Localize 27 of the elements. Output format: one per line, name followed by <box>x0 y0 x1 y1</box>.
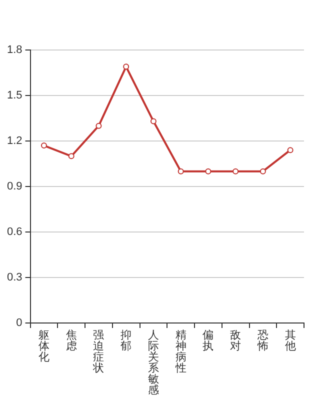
point <box>150 118 156 124</box>
y-tick-label: 0.9 <box>6 180 22 193</box>
y-tick-label: 1.8 <box>6 44 22 56</box>
point <box>40 142 47 149</box>
point <box>178 168 184 174</box>
point <box>260 168 266 174</box>
y-tick-label: 0 <box>16 317 22 330</box>
x-tick-label: 精神病性 <box>174 328 186 374</box>
x-tick-label: 焦虑 <box>66 328 77 352</box>
point <box>232 168 239 174</box>
x-tick-label: 人际关系敏感 <box>148 328 159 396</box>
y-tick-label: 1.2 <box>6 135 22 148</box>
point <box>205 168 212 174</box>
x-tick-label: 偏执 <box>202 328 214 352</box>
y-tick-label: 0.3 <box>6 272 22 284</box>
x-tick-label: 强迫症状 <box>92 328 104 374</box>
x-tick-label: 其他 <box>284 328 296 352</box>
x-tick-label: 躯体化 <box>38 328 50 364</box>
y-tick-label: 0.6 <box>6 226 22 238</box>
x-tick-label: 抑郁 <box>120 328 132 352</box>
point <box>123 64 130 70</box>
x-tick-label: 敌对 <box>230 328 242 352</box>
y-tick-label: 1.5 <box>6 90 22 102</box>
point <box>96 122 102 129</box>
x-tick-label: 恐怖 <box>256 328 268 352</box>
point <box>68 153 74 160</box>
point <box>287 147 294 154</box>
